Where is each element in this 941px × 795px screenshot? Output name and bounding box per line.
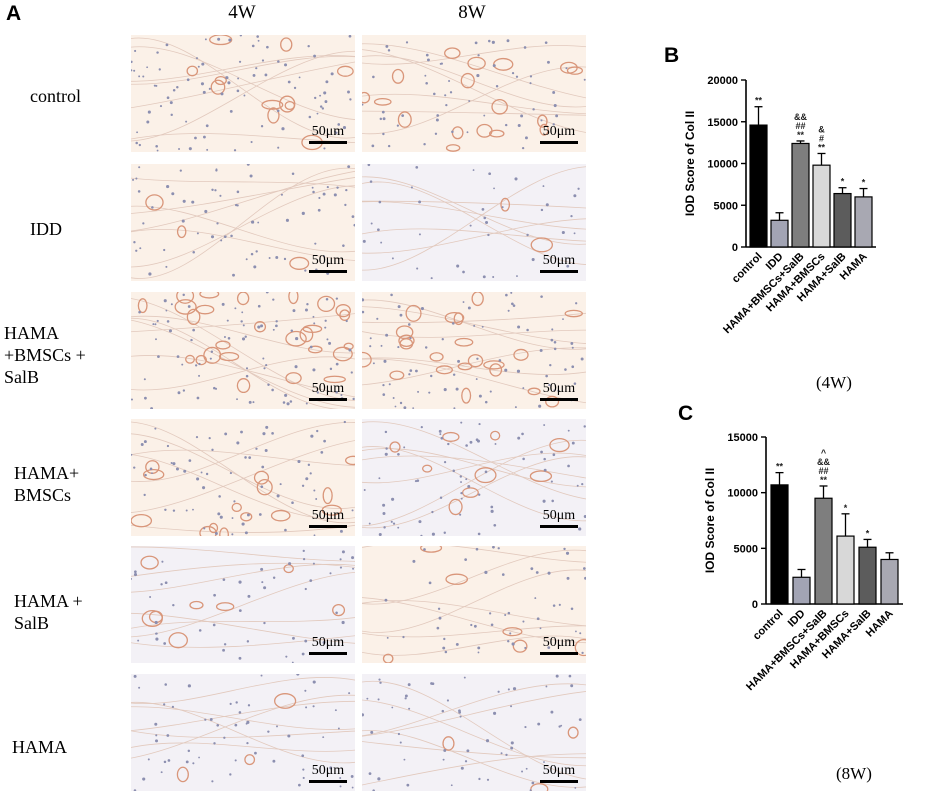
scale-bar: 50μm: [309, 125, 347, 144]
y-tick-label: 20000: [707, 75, 738, 87]
significance-mark: *: [862, 178, 866, 188]
micrograph-tile: 50μm: [131, 292, 355, 409]
scale-bar: 50μm: [540, 509, 578, 528]
row-label-hama: HAMA: [12, 737, 68, 757]
x-category-label: control: [730, 251, 765, 286]
micrograph-tile: 50μm: [362, 674, 586, 791]
bar: [770, 219, 789, 248]
significance-mark: *: [844, 503, 848, 513]
significance-mark: &&: [794, 112, 807, 122]
scale-bar-label: 50μm: [542, 635, 576, 650]
bar: [880, 558, 899, 605]
significance-mark: **: [818, 142, 826, 152]
bar: [749, 124, 768, 248]
y-tick-label: 5000: [714, 200, 738, 212]
panel-b-letter: B: [664, 44, 680, 67]
bar: [770, 484, 789, 605]
panel-c-letter: C: [678, 402, 694, 425]
row-label-hama-salb: HAMA + SalB: [14, 591, 83, 633]
micrograph-tile: 50μm: [362, 546, 586, 663]
micrograph-tile: 50μm: [131, 164, 355, 281]
scale-bar: 50μm: [309, 636, 347, 655]
row-label-hama-bmscs: HAMA+ BMSCs: [14, 463, 80, 505]
bar: [854, 196, 873, 248]
scale-bar: 50μm: [309, 254, 347, 273]
scale-bar-label: 50μm: [311, 124, 345, 139]
bar: [858, 546, 877, 605]
y-tick-label: 15000: [727, 432, 758, 444]
scale-bar-label: 50μm: [542, 381, 576, 396]
y-tick-label: 5000: [734, 543, 758, 555]
column-header-8w: 8W: [458, 2, 486, 23]
significance-mark: ##: [818, 466, 828, 476]
significance-mark: &&: [817, 457, 830, 467]
significance-mark: *: [866, 528, 870, 538]
significance-mark: **: [820, 475, 828, 485]
y-axis-label: IOD Score of Col II: [703, 468, 717, 573]
bar: [814, 497, 833, 605]
row-label-control: control: [30, 86, 81, 106]
row-label-hama-bmscs-salb: HAMA +BMSCs + SalB: [4, 323, 86, 387]
bar-chart-4w: IOD Score of Col II 0 5000 10000 15000 20000 *…: [683, 75, 876, 336]
row-label-idd: IDD: [30, 219, 62, 239]
timepoint-label-4w: (4W): [816, 373, 852, 392]
significance-mark: **: [776, 462, 784, 472]
bar: [812, 164, 831, 248]
scale-bar-label: 50μm: [311, 508, 345, 523]
micrograph-tile: 50μm: [131, 674, 355, 791]
micrograph-tile: 50μm: [362, 164, 586, 281]
micrograph-tile: 50μm: [131, 35, 355, 152]
significance-mark: **: [797, 130, 805, 140]
x-category-label: control: [751, 608, 786, 643]
significance-mark: ^: [821, 448, 827, 458]
scale-bar-label: 50μm: [311, 381, 345, 396]
y-tick-label: 15000: [707, 117, 738, 129]
scale-bar-label: 50μm: [542, 253, 576, 268]
y-tick-label: 10000: [727, 488, 758, 500]
bar: [833, 192, 852, 248]
scale-bar: 50μm: [540, 125, 578, 144]
bar: [836, 535, 855, 605]
y-tick-label: 10000: [707, 159, 738, 171]
bar: [791, 142, 810, 248]
panel-a-letter: A: [6, 2, 22, 25]
bar: [792, 576, 811, 605]
scale-bar-label: 50μm: [311, 763, 345, 778]
significance-mark: &: [818, 124, 825, 134]
scale-bar-label: 50μm: [311, 253, 345, 268]
micrograph-tile: 50μm: [362, 35, 586, 152]
timepoint-label-8w: (8W): [836, 764, 872, 783]
y-tick-label: 0: [732, 242, 738, 254]
significance-mark: *: [841, 177, 845, 187]
scale-bar: 50μm: [309, 764, 347, 783]
column-header-4w: 4W: [228, 2, 256, 23]
scale-bar-label: 50μm: [311, 635, 345, 650]
micrograph-tile: 50μm: [362, 419, 586, 536]
micrograph-tile: 50μm: [131, 546, 355, 663]
micrograph-tile: 50μm: [131, 419, 355, 536]
scale-bar: 50μm: [540, 254, 578, 273]
scale-bar: 50μm: [540, 636, 578, 655]
scale-bar-label: 50μm: [542, 763, 576, 778]
significance-mark: #: [819, 133, 824, 143]
scale-bar: 50μm: [309, 382, 347, 401]
micrograph-tile: 50μm: [362, 292, 586, 409]
scale-bar: 50μm: [309, 509, 347, 528]
scale-bar-label: 50μm: [542, 508, 576, 523]
y-tick-label: 0: [752, 599, 758, 611]
significance-mark: **: [755, 96, 763, 106]
bar-chart-8w: IOD Score of Col II050001000015000**cont…: [703, 432, 903, 693]
scale-bar-label: 50μm: [542, 124, 576, 139]
significance-mark: ##: [795, 121, 805, 131]
scale-bar: 50μm: [540, 764, 578, 783]
scale-bar: 50μm: [540, 382, 578, 401]
y-axis-label: IOD Score of Col II: [683, 111, 697, 216]
